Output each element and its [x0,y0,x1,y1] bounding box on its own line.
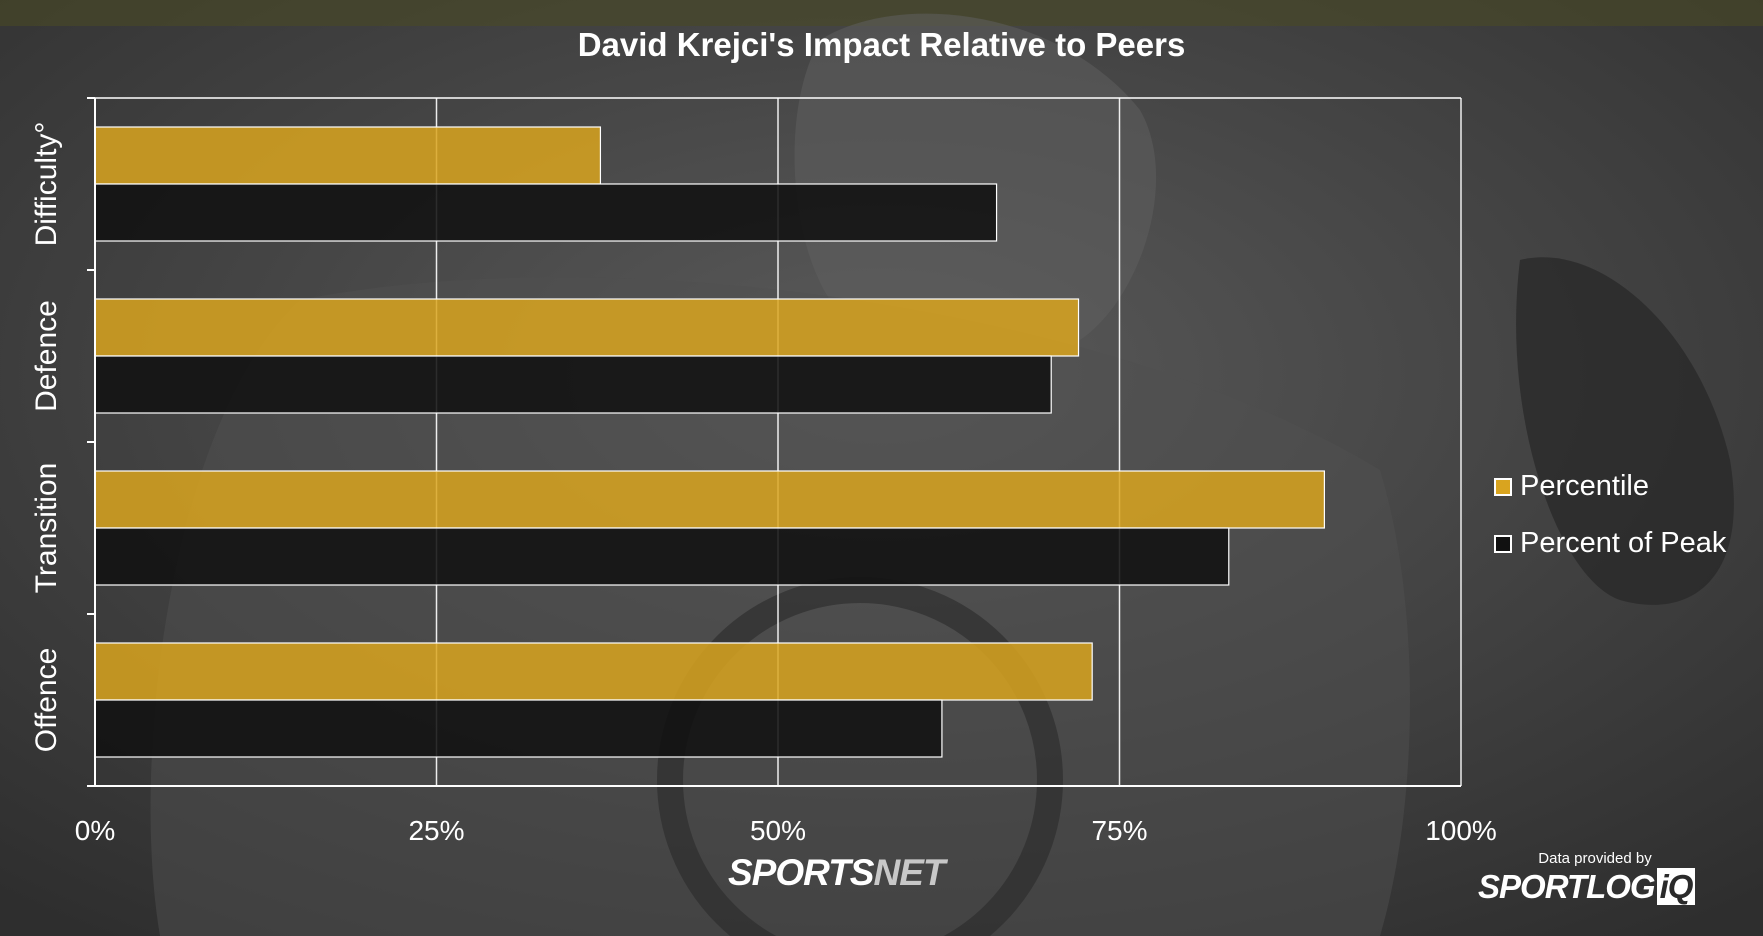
bar-percentile [94,298,1080,357]
bar-percentile [94,642,1093,701]
y-category-label: Defence [30,300,63,412]
bar-percent-of-peak [94,183,998,242]
bar-percent-of-peak [94,699,943,758]
data-provided-by-label: Data provided by [1538,850,1652,867]
bar-percentile [94,126,602,185]
legend-swatch-percent-of-peak [1494,534,1512,553]
sportlogiq-logo-main: SPORTLOG [1478,868,1656,905]
x-tick-label: 100% [1425,815,1497,846]
sportsnet-logo: SPORTSNET [728,852,945,894]
sportlogiq-logo: SPORTLOG iQ [1478,868,1696,906]
legend: Percentile Percent of Peak [1494,458,1726,572]
bar-percent-of-peak [94,355,1052,414]
sportlogiq-logo-suffix: iQ [1656,868,1696,905]
x-tick-label: 75% [1091,815,1147,846]
legend-item-percent-of-peak: Percent of Peak [1494,515,1726,572]
y-category-label: Offence [30,648,63,753]
bars [94,126,1326,758]
legend-label-percentile: Percentile [1520,470,1649,502]
legend-label-percent-of-peak: Percent of Peak [1520,527,1727,559]
x-tick-label: 0% [75,815,115,846]
y-category-label: Transition [30,463,63,594]
chart-title: David Krejci's Impact Relative to Peers [577,26,1186,63]
legend-item-percentile: Percentile [1494,458,1726,515]
sportsnet-logo-suffix: NET [873,852,945,893]
sportsnet-logo-main: SPORTS [728,852,874,893]
bar-percent-of-peak [94,527,1230,586]
x-tick-label: 25% [408,815,464,846]
legend-swatch-percentile [1494,477,1512,496]
axes: 0% 25% 50% 75% 100% Offence Transition Defence D… [30,97,1497,846]
bar-percentile [94,470,1326,529]
y-category-label: Difficulty° [30,122,63,247]
x-tick-label: 50% [750,815,806,846]
